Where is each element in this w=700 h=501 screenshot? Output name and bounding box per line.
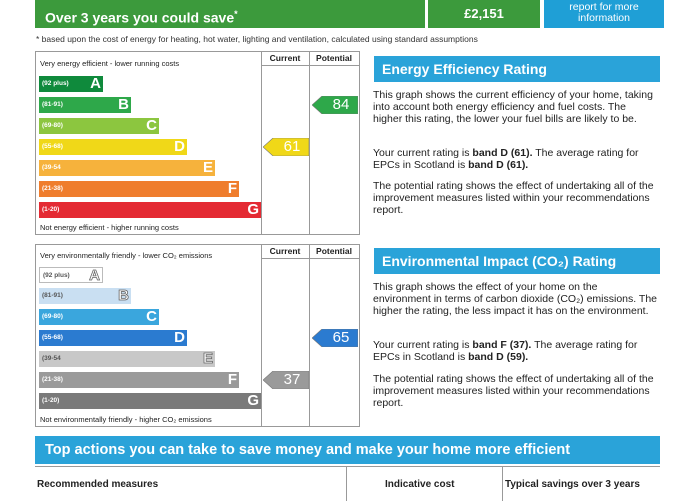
potential-rating-arrow: 84 — [312, 96, 358, 114]
band-letter: G — [247, 392, 259, 409]
band-range: (69-80) — [42, 122, 63, 129]
efficiency-current-rating: Your current rating is band D (61). The … — [373, 147, 639, 171]
savings-amount: £2,151 — [428, 0, 540, 28]
environment-description: This graph shows the effect of your home… — [373, 281, 657, 317]
recommended-measures-table: Recommended measures Indicative cost Typ… — [35, 466, 660, 501]
savings-banner: Over 3 years you could save* — [35, 0, 425, 28]
band-range: (1-20) — [42, 397, 60, 404]
measures-column-header: Recommended measures — [37, 479, 159, 490]
rating-band-b: (81-91) B — [39, 97, 131, 113]
band-range: (21-38) — [42, 185, 63, 192]
band-letter: B — [118, 287, 130, 304]
rating-band-f: (21-38) F — [39, 372, 239, 388]
band-range: (39-54 — [42, 355, 61, 362]
band-range: (39-54 — [42, 164, 61, 171]
band-range: (81-91) — [42, 101, 63, 108]
rating-band-a: (92 plus) A — [39, 267, 103, 284]
current-column-header: Current — [269, 53, 301, 63]
cost-column-header: Indicative cost — [385, 479, 455, 490]
band-letter: C — [146, 308, 157, 325]
rating-band-g: (1-20) G — [39, 202, 261, 218]
chart-bottom-label: Not environmentally friendly - higher CO… — [40, 415, 212, 424]
band-range: (55-68) — [42, 143, 63, 150]
rating-value: 84 — [332, 96, 350, 113]
report-info-link[interactable]: report for more information — [544, 0, 664, 28]
current-rating-arrow: 61 — [263, 138, 309, 156]
efficiency-description: This graph shows the current efficiency … — [373, 89, 653, 125]
band-letter: G — [247, 201, 259, 218]
band-letter: A — [90, 75, 101, 92]
band-letter: D — [174, 138, 185, 155]
rating-band-e: (39-54 E — [39, 160, 215, 176]
rating-value: 65 — [332, 329, 350, 346]
rating-band-d: (55-68) D — [39, 330, 187, 346]
savings-column-header: Typical savings over 3 years — [505, 479, 640, 490]
band-letter: F — [227, 371, 237, 388]
band-range: (92 plus) — [43, 272, 70, 279]
rating-band-f: (21-38) F — [39, 181, 239, 197]
rating-value: 37 — [283, 371, 301, 388]
chart-bottom-label: Not energy efficient - higher running co… — [40, 223, 179, 232]
current-column-header: Current — [269, 246, 301, 256]
potential-rating-arrow: 65 — [312, 329, 358, 347]
band-letter: E — [202, 159, 213, 176]
potential-column-header: Potential — [316, 53, 352, 63]
band-range: (1-20) — [42, 206, 60, 213]
chart-top-label: Very energy efficient - lower running co… — [40, 59, 180, 68]
band-range: (55-68) — [42, 334, 63, 341]
band-range: (81-91) — [42, 292, 63, 299]
environmental-impact-title: Environmental Impact (CO₂) Rating — [374, 248, 660, 274]
rating-band-c: (69-80) C — [39, 309, 159, 325]
rating-band-b: (81-91) B — [39, 287, 131, 304]
environmental-impact-chart: Current Potential Very environmentally f… — [35, 244, 360, 427]
top-actions-header: Top actions you can take to save money a… — [35, 436, 660, 464]
chart-top-label: Very environmentally friendly - lower CO… — [40, 251, 213, 260]
band-letter: D — [174, 329, 185, 346]
current-rating-arrow: 37 — [263, 371, 309, 389]
rating-band-a: (92 plus) A — [39, 76, 103, 92]
rating-band-d: (55-68) D — [39, 139, 187, 155]
rating-band-e: (39-54 E — [39, 350, 215, 367]
efficiency-potential-note: The potential rating shows the effect of… — [373, 180, 654, 216]
band-letter: B — [118, 96, 129, 113]
energy-efficiency-chart: Current Potential Very energy efficient … — [35, 51, 360, 235]
rating-band-c: (69-80) C — [39, 118, 159, 134]
savings-banner-text: Over 3 years you could save — [45, 9, 235, 26]
band-range: (21-38) — [42, 376, 63, 383]
environment-current-rating: Your current rating is band F (37). The … — [373, 339, 638, 363]
band-letter: C — [146, 117, 157, 134]
savings-footnote-mark: * — [234, 9, 238, 19]
environment-potential-note: The potential rating shows the effect of… — [373, 373, 654, 409]
band-letter: E — [202, 350, 214, 367]
savings-footnote: * based upon the cost of energy for heat… — [36, 34, 478, 44]
band-range: (92 plus) — [42, 80, 69, 87]
rating-value: 61 — [283, 138, 301, 155]
band-letter: A — [89, 267, 101, 284]
band-letter: F — [227, 180, 237, 197]
potential-column-header: Potential — [316, 246, 352, 256]
rating-band-g: (1-20) G — [39, 393, 261, 409]
energy-efficiency-title: Energy Efficiency Rating — [374, 56, 660, 82]
band-range: (69-80) — [42, 313, 63, 320]
